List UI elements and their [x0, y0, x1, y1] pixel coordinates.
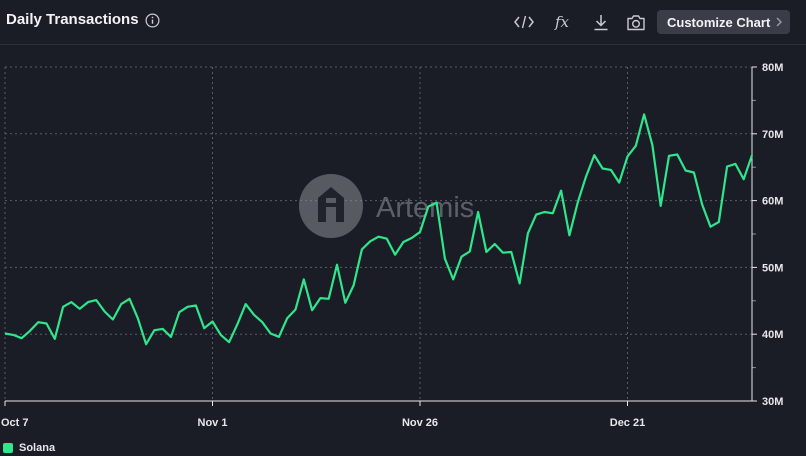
x-tick-label: Nov 1	[198, 417, 228, 429]
series-line-solana	[4, 113, 754, 346]
y-tick-label: 30M	[762, 396, 783, 408]
legend-swatch-solana	[3, 443, 13, 453]
artemis-watermark: Artemis	[299, 174, 474, 238]
chart-axes: 30M 40M 50M 60M 70M 80M Oct 7 Nov 1 Nov 26 Dec 21	[1, 62, 783, 429]
customize-chart-label: Customize Chart	[667, 14, 771, 30]
legend[interactable]: Solana	[3, 441, 55, 455]
legend-label-solana: Solana	[19, 442, 56, 454]
info-icon[interactable]	[145, 13, 160, 28]
formula-label: fx	[554, 13, 569, 31]
chart-header: Daily Transactions fx Customize Chart	[0, 0, 806, 44]
artemis-logo-mark	[318, 187, 344, 222]
embed-code-icon[interactable]	[513, 11, 535, 33]
y-tick-label: 80M	[762, 62, 783, 74]
download-icon[interactable]	[590, 11, 612, 33]
y-tick-label: 70M	[762, 129, 783, 141]
chart-grid	[4, 66, 752, 401]
x-tick-label: Dec 21	[610, 417, 645, 429]
formula-icon[interactable]: fx	[551, 11, 573, 33]
y-tick-label: 40M	[762, 329, 783, 341]
chart-title: Daily Transactions	[6, 11, 139, 28]
camera-icon[interactable]	[625, 11, 647, 33]
customize-chart-button[interactable]: Customize Chart	[657, 10, 790, 34]
x-tick-label: Oct 7	[1, 417, 29, 429]
header-divider	[0, 44, 806, 45]
x-tick-label: Nov 26	[402, 417, 438, 429]
chart-series	[4, 113, 754, 346]
chevron-right-icon	[776, 17, 782, 27]
y-tick-label: 60M	[762, 196, 783, 208]
y-tick-label: 50M	[762, 262, 783, 274]
